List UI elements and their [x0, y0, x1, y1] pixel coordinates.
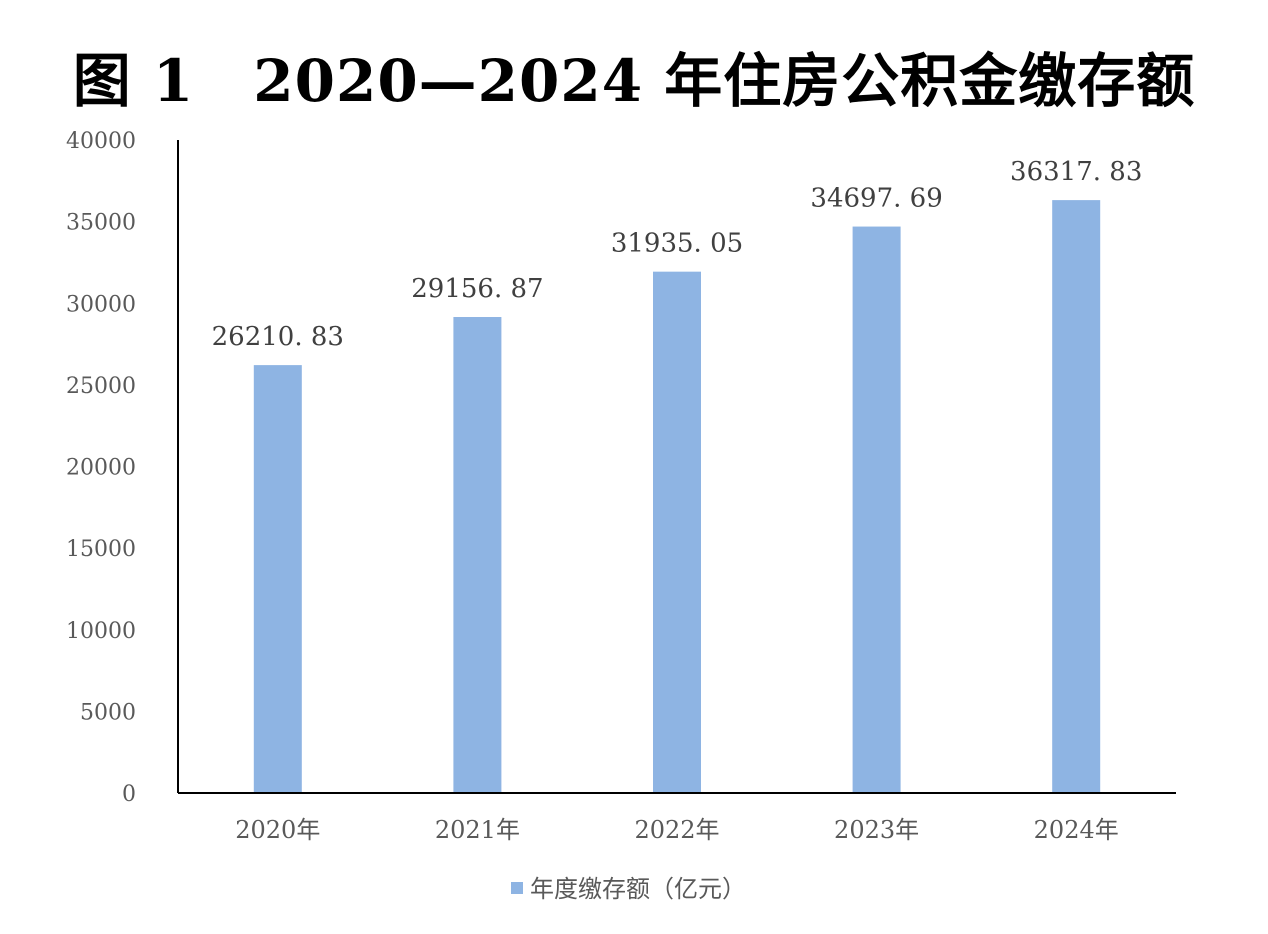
bar	[1052, 200, 1101, 793]
y-tick-label: 30000	[66, 292, 136, 317]
data-label: 34697. 69	[810, 184, 942, 214]
data-labels: 26210. 83 29156. 87 31935. 05 34697. 69 3631…	[212, 157, 1143, 352]
legend: 年度缴存额（亿元）	[511, 875, 746, 903]
data-label: 26210. 83	[212, 322, 344, 352]
legend-swatch	[511, 882, 523, 894]
y-tick-label: 40000	[66, 129, 136, 154]
bar	[653, 271, 701, 794]
x-category-label: 2024年	[1034, 816, 1119, 844]
y-tick-label: 0	[122, 782, 136, 807]
x-category-label: 2023年	[834, 816, 919, 844]
y-tick-label: 20000	[66, 456, 136, 481]
x-category-label: 2021年	[435, 816, 520, 844]
bars	[253, 200, 1101, 794]
legend-label: 年度缴存额（亿元）	[530, 875, 746, 903]
data-label: 29156. 87	[411, 274, 543, 304]
x-category-label: 2020年	[235, 816, 320, 844]
y-tick-label: 5000	[80, 700, 136, 725]
y-tick-label: 25000	[66, 374, 136, 399]
x-axis-categories: 2020年 2021年 2022年 2023年 2024年	[235, 816, 1118, 844]
bar	[852, 226, 901, 794]
data-label: 31935. 05	[611, 229, 743, 259]
y-tick-label: 10000	[66, 619, 136, 644]
bar	[453, 317, 502, 793]
y-axis-ticks: 0 5000 10000 15000 20000 25000 30000 35000 40000	[66, 129, 136, 807]
chart-title: 图 1 2020—2024 年住房公积金缴存额	[72, 47, 1196, 115]
y-tick-label: 35000	[66, 211, 136, 236]
x-category-label: 2022年	[634, 816, 719, 844]
y-tick-label: 15000	[66, 537, 136, 562]
data-label: 36317. 83	[1010, 157, 1142, 187]
bar	[253, 365, 302, 793]
